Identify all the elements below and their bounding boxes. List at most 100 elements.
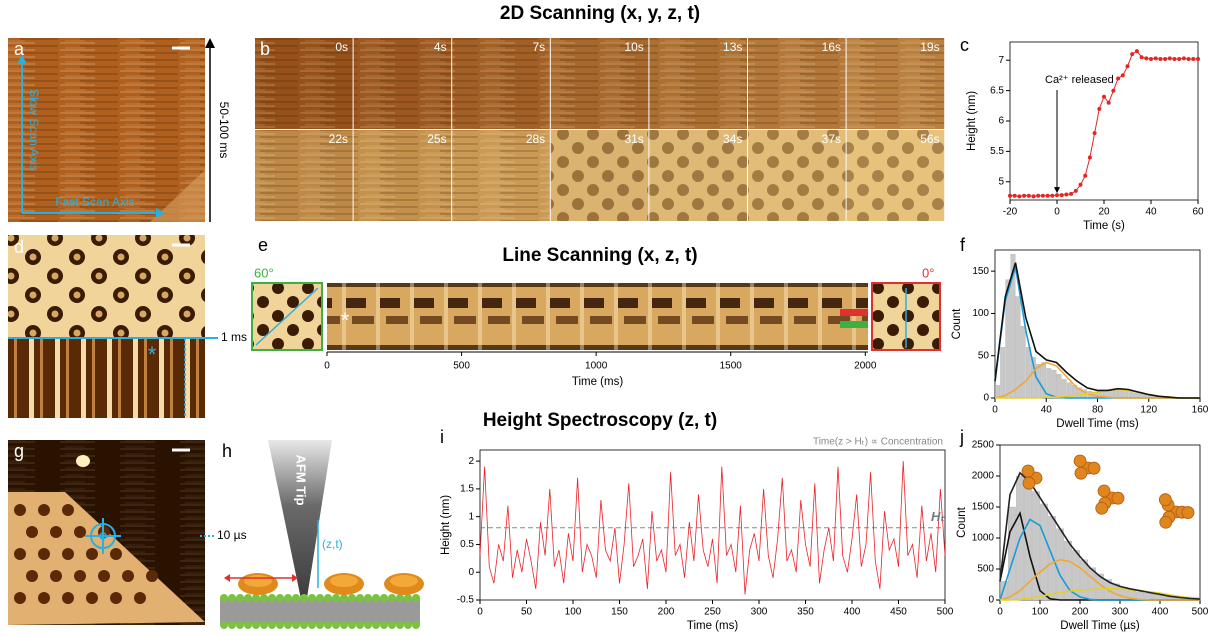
- lipid-head: [252, 594, 260, 602]
- lattice-hole: [86, 548, 98, 560]
- bar: [1040, 504, 1047, 600]
- data-point: [1144, 56, 1148, 60]
- data-point: [1079, 183, 1083, 187]
- lattice-hole: [146, 570, 158, 582]
- cluster: [1074, 455, 1086, 467]
- lipid-head: [284, 621, 292, 629]
- lattice-hole: [26, 526, 38, 538]
- lipid-head: [364, 621, 372, 629]
- y-tick-label: 1.5: [460, 484, 474, 495]
- lipid-head: [412, 621, 420, 629]
- lipid-head: [412, 594, 420, 602]
- highlight: [840, 321, 868, 328]
- bar: [1062, 379, 1067, 398]
- cluster: [1098, 485, 1110, 497]
- kymograph: [327, 283, 868, 350]
- arrow-head: [1054, 187, 1060, 193]
- bar: [1026, 347, 1031, 398]
- bar: [995, 385, 1000, 398]
- bar: [1123, 390, 1128, 398]
- lipid-head: [380, 621, 388, 629]
- data-point: [1168, 56, 1172, 60]
- data-point: [1121, 73, 1125, 77]
- plot-frame: [995, 250, 1200, 398]
- bar: [1052, 370, 1057, 398]
- data-point: [1074, 189, 1078, 193]
- cluster: [1022, 465, 1034, 477]
- frame-time: 10s: [624, 40, 643, 54]
- data-point: [1093, 131, 1097, 135]
- x-tick-label: 0: [1054, 207, 1060, 218]
- y-tick-label: 0: [468, 567, 474, 578]
- data-point: [1069, 192, 1073, 196]
- lipid-head: [260, 594, 268, 602]
- bar: [1152, 594, 1159, 600]
- lipid-head: [388, 594, 396, 602]
- cluster: [1112, 492, 1124, 504]
- data-point: [1182, 56, 1186, 60]
- x-tick-label: 500: [1192, 607, 1209, 618]
- x-tick-label: 60: [1192, 207, 1204, 218]
- plot-frame: [480, 450, 945, 600]
- axis-caption: Slow Scan Axis: [27, 89, 41, 171]
- frame-time: 16s: [822, 40, 841, 54]
- x-axis-label: Time (ms): [572, 376, 623, 388]
- data-point: [1140, 55, 1144, 59]
- x-tick-label: 0: [477, 607, 483, 618]
- lattice-hole: [110, 548, 122, 560]
- x-tick-label: 350: [797, 607, 814, 618]
- data-point: [1173, 57, 1177, 61]
- figure: 2D Scanning (x, y, z, t) Line Scanning (x…: [0, 0, 1217, 636]
- data-point: [1102, 95, 1106, 99]
- period-label: 10 µs: [217, 528, 247, 542]
- lipid-head: [348, 594, 356, 602]
- y-tick-label: 0: [983, 393, 989, 404]
- lipid-head: [396, 621, 404, 629]
- data-point: [1177, 57, 1181, 61]
- bar: [1016, 297, 1021, 398]
- y-tick-label: 1500: [972, 502, 995, 513]
- kymograph: [8, 338, 205, 418]
- x-tick-label: 150: [611, 607, 628, 618]
- x-tick-label: 400: [844, 607, 861, 618]
- lattice-hole: [62, 504, 74, 516]
- lipid-head: [252, 621, 260, 629]
- data-point: [1036, 194, 1040, 198]
- annotation: Time(z > Hₜ) ∝ Concentration: [813, 437, 943, 448]
- lipid-head: [380, 594, 388, 602]
- x-tick-label: 100: [1032, 607, 1049, 618]
- lattice-hole: [86, 592, 98, 604]
- y-tick-label: 5.5: [990, 146, 1004, 157]
- lattice-hole: [62, 592, 74, 604]
- data-point: [1187, 57, 1191, 61]
- panel-label: b: [260, 39, 270, 59]
- data-point: [1064, 193, 1068, 197]
- x-tick-label: 40: [1041, 405, 1053, 416]
- lattice-hole: [50, 570, 62, 582]
- section-title: 2D Scanning (x, y, z, t): [500, 3, 700, 24]
- data-point: [1050, 194, 1054, 198]
- cluster: [1159, 494, 1171, 506]
- bar: [1129, 391, 1134, 398]
- cluster: [1160, 516, 1172, 528]
- x-axis-label: Dwell Time (ms): [1056, 418, 1139, 430]
- x-tick-label: 160: [1192, 405, 1209, 416]
- x-tick-label: 400: [1152, 607, 1169, 618]
- frame-time: 28s: [526, 132, 545, 146]
- lipid-head: [268, 621, 276, 629]
- data-point: [1060, 193, 1064, 197]
- lipid-head: [372, 594, 380, 602]
- x-axis-label: Dwell Time (µs): [1060, 620, 1140, 632]
- protein: [390, 575, 418, 587]
- cluster: [1023, 477, 1035, 489]
- lipid-head: [228, 594, 236, 602]
- data-point: [1163, 57, 1167, 61]
- lipid-head: [260, 621, 268, 629]
- x-tick-label: 100: [565, 607, 582, 618]
- x-tick-label: 80: [1092, 405, 1104, 416]
- section-title: Line Scanning (x, z, t): [502, 245, 697, 266]
- arrow-head: [224, 574, 230, 582]
- lipid-head: [244, 594, 252, 602]
- y-tick-label: 5: [998, 176, 1004, 187]
- y-tick-label: 6.5: [990, 85, 1004, 96]
